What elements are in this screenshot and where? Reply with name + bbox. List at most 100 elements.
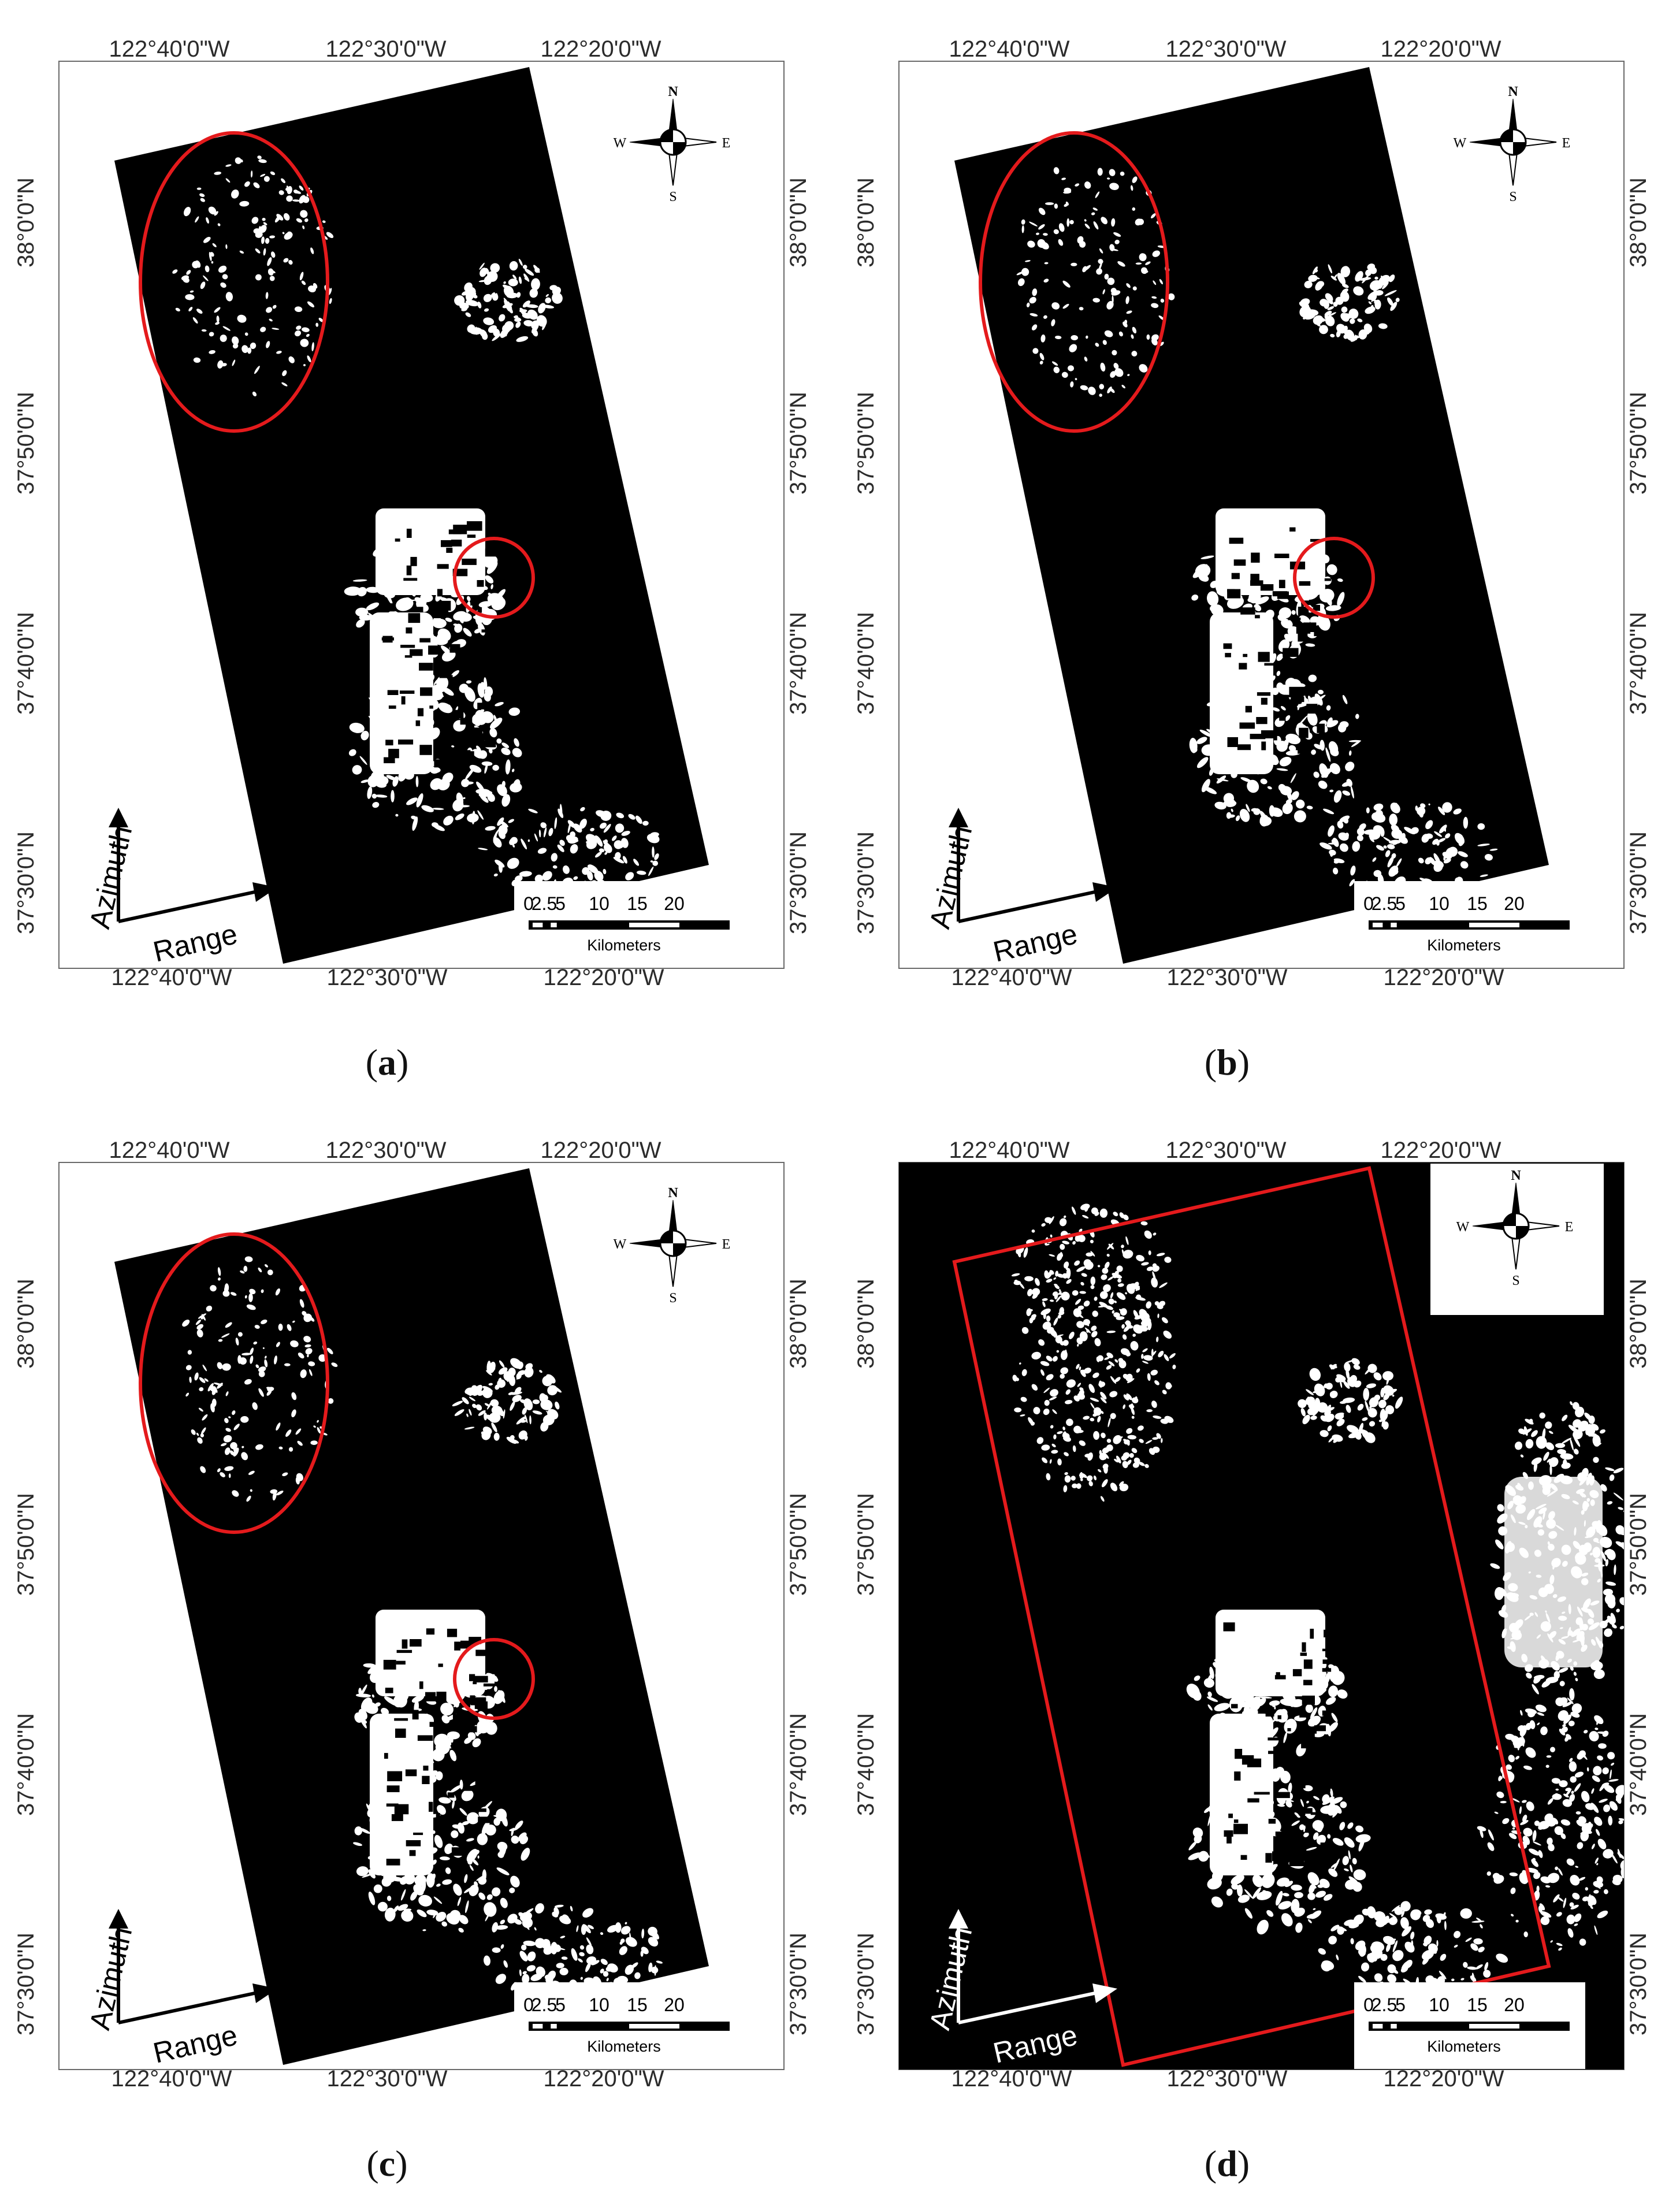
terrain-speckle (1267, 786, 1272, 790)
terrain-speckle (532, 329, 538, 337)
terrain-speckle (1458, 838, 1465, 846)
urban-gap (1277, 591, 1289, 599)
terrain-speckle (1031, 1351, 1042, 1360)
terrain-speckle (393, 1905, 399, 1912)
terrain-speckle (494, 1686, 497, 1692)
terrain-speckle (489, 748, 493, 754)
terrain-speckle (1131, 334, 1134, 339)
terrain-speckle (374, 794, 388, 798)
terrain-speckle (1350, 865, 1356, 876)
terrain-speckle (1280, 705, 1286, 711)
terrain-speckle (185, 1365, 192, 1370)
terrain-speckle (1532, 1830, 1537, 1842)
terrain-speckle (501, 742, 510, 748)
terrain-speckle (496, 1808, 507, 1822)
terrain-speckle (1285, 733, 1301, 745)
terrain-speckle (443, 815, 454, 826)
terrain-speckle (1147, 1373, 1151, 1381)
terrain-speckle (1132, 207, 1136, 211)
urban-gap (434, 759, 444, 768)
terrain-speckle (1188, 1841, 1197, 1851)
terrain-speckle (1039, 242, 1045, 248)
terrain-speckle (217, 1362, 223, 1369)
urban-gap (1310, 538, 1321, 542)
terrain-speckle (1103, 1457, 1106, 1460)
urban-gap (1289, 604, 1295, 608)
urban-gap (391, 1814, 403, 1821)
terrain-speckle (1051, 361, 1058, 366)
terrain-speckle (302, 327, 310, 332)
terrain-speckle (567, 820, 576, 829)
terrain-speckle (1079, 307, 1084, 311)
terrain-speckle (1254, 808, 1261, 815)
terrain-speckle (418, 1894, 433, 1907)
terrain-speckle (1040, 1308, 1051, 1316)
terrain-speckle (1520, 1820, 1529, 1825)
terrain-speckle (1107, 1417, 1111, 1428)
urban-gap (1298, 746, 1302, 754)
terrain-speckle (1499, 1776, 1503, 1780)
terrain-speckle (1196, 737, 1207, 744)
terrain-speckle (1585, 1887, 1588, 1891)
urban-gap (1234, 1771, 1241, 1781)
terrain-speckle (1121, 1324, 1125, 1329)
terrain-speckle (1320, 842, 1332, 850)
terrain-speckle (1596, 1863, 1599, 1866)
urban-gap (437, 589, 443, 597)
terrain-speckle (452, 1400, 463, 1407)
terrain-speckle (265, 237, 270, 244)
terrain-speckle (440, 1703, 454, 1716)
terrain-speckle (401, 1909, 414, 1922)
bottom-longitude-tick: 122°20'0"W (543, 2066, 664, 2091)
terrain-speckle (1136, 1254, 1144, 1262)
terrain-speckle (1569, 1758, 1573, 1762)
terrain-speckle (1369, 266, 1377, 274)
panel-letter: b (1217, 1042, 1237, 1083)
urban-gap (1239, 722, 1255, 729)
terrain-speckle (270, 251, 276, 258)
terrain-speckle (201, 1427, 206, 1435)
terrain-speckle (1591, 1788, 1594, 1794)
terrain-speckle (1088, 1384, 1095, 1393)
terrain-speckle (1244, 1889, 1253, 1899)
scalebar-segment (1469, 2024, 1519, 2029)
scalebar-segment (551, 923, 557, 927)
terrain-speckle (1066, 1379, 1076, 1388)
terrain-speckle (1051, 1450, 1058, 1454)
terrain-speckle (1066, 1268, 1071, 1279)
terrain-speckle (465, 292, 472, 302)
terrain-speckle (260, 173, 266, 177)
terrain-speckle (1548, 1431, 1553, 1434)
terrain-speckle (1439, 824, 1447, 834)
terrain-speckle (1116, 1292, 1126, 1300)
urban-gap (1322, 1668, 1332, 1672)
terrain-speckle (299, 272, 304, 281)
terrain-speckle (195, 260, 201, 268)
terrain-speckle (377, 1901, 388, 1912)
terrain-speckle (1055, 1336, 1062, 1344)
terrain-speckle (1374, 276, 1378, 280)
terrain-speckle (1031, 324, 1038, 330)
right-latitude-tick: 37°40'0"N (1626, 1713, 1651, 1816)
terrain-speckle (554, 1904, 564, 1908)
terrain-speckle (229, 1450, 235, 1455)
terrain-speckle (1586, 1767, 1589, 1772)
urban-gap (1278, 1749, 1284, 1755)
terrain-speckle (1106, 1331, 1116, 1333)
terrain-speckle (518, 1370, 526, 1376)
terrain-speckle (1526, 1801, 1534, 1811)
terrain-speckle (1084, 1320, 1090, 1327)
terrain-speckle (1064, 1452, 1069, 1457)
terrain-speckle (1475, 1964, 1483, 1970)
terrain-speckle (1278, 684, 1291, 695)
terrain-speckle (1451, 1978, 1455, 1982)
terrain-speckle (1333, 790, 1342, 803)
terrain-speckle (1145, 1440, 1153, 1444)
terrain-speckle (1339, 843, 1348, 852)
right-latitude-tick: 37°30'0"N (786, 1933, 811, 2035)
panel-caption: (c) (366, 2143, 407, 2184)
terrain-speckle (1339, 815, 1350, 823)
terrain-speckle (621, 830, 630, 836)
terrain-speckle (1506, 1764, 1512, 1770)
terrain-speckle (300, 210, 308, 218)
